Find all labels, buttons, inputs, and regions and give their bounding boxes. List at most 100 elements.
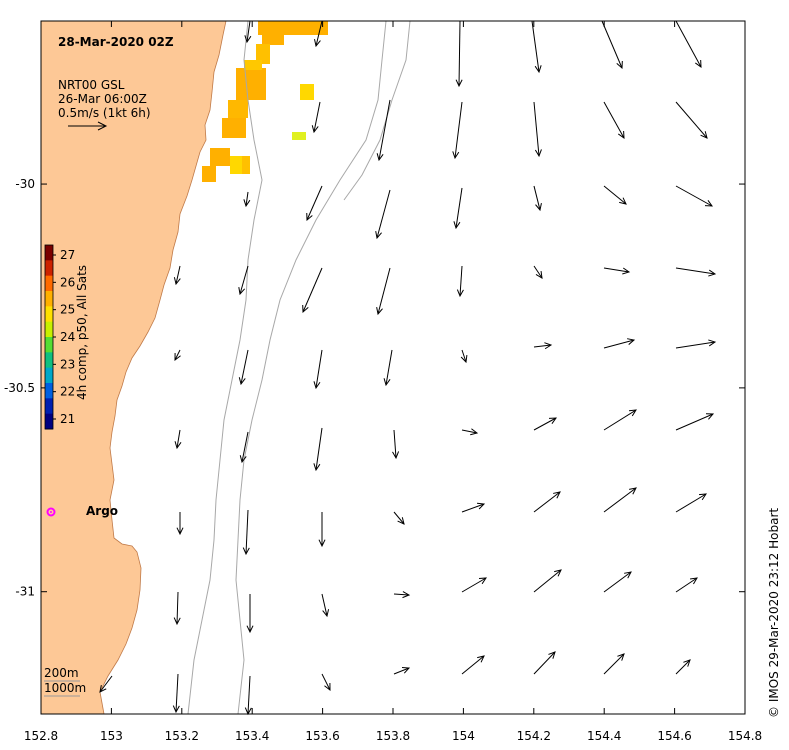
- map-title: 28-Mar-2020 02Z: [58, 35, 174, 49]
- velocity-arrow: [321, 593, 330, 618]
- velocity-arrow: [244, 20, 252, 44]
- velocity-arrow: [172, 673, 180, 714]
- argo-float-marker: [46, 507, 56, 517]
- y-axis-labels: -30 -30.5 -31: [4, 177, 35, 599]
- velocity-arrow: [246, 594, 254, 634]
- velocity-arrow: [243, 191, 251, 208]
- velocity-arrow: [244, 675, 252, 716]
- velocity-arrow: [318, 512, 326, 548]
- velocity-arrow: [174, 349, 181, 362]
- velocity-arrow: [238, 265, 249, 296]
- velocity-arrow: [603, 338, 636, 349]
- velocity-arrow: [313, 427, 323, 472]
- velocity-arrow: [533, 651, 556, 675]
- velocity-arrow: [456, 265, 464, 298]
- colorbar-tick-label: 27: [60, 248, 75, 262]
- legend-line-1: NRT00 GSL: [58, 78, 125, 92]
- colorbar-tick-label: 24: [60, 330, 75, 344]
- x-tick-label: 154.6: [657, 729, 691, 743]
- credit-text: © IMOS 29-Mar-2020 23:12 Hobart: [767, 508, 781, 718]
- x-axis-labels: 152.8 153 153.2 153.4 153.6 153.8 154 154.2 154.…: [24, 729, 762, 743]
- velocity-arrow: [601, 20, 623, 70]
- velocity-arrow: [99, 675, 113, 693]
- velocity-arrow: [321, 673, 331, 692]
- velocity-arrow: [453, 187, 463, 230]
- velocity-arrow: [376, 267, 391, 316]
- velocity-arrow: [603, 185, 627, 205]
- velocity-arrow: [302, 267, 323, 314]
- x-tick-label: 154.8: [728, 729, 762, 743]
- vector-legend: NRT00 GSL 26-Mar 06:00Z 0.5m/s (1kt 6h): [58, 78, 151, 131]
- velocity-arrow: [533, 342, 553, 350]
- velocity-arrow: [452, 101, 463, 160]
- x-tick-label: 152.8: [24, 729, 58, 743]
- velocity-arrow: [675, 20, 702, 69]
- velocity-arrow: [393, 511, 405, 525]
- x-tick-label: 154: [452, 729, 475, 743]
- contour-label-200m: 200m: [44, 666, 79, 680]
- velocity-arrow: [306, 185, 323, 222]
- x-tick-label: 153.2: [165, 729, 199, 743]
- y-tick-label: -30.5: [4, 381, 35, 395]
- velocity-arrow: [176, 512, 184, 536]
- y-tick-label: -30: [15, 177, 35, 191]
- x-tick-label: 154.2: [517, 729, 551, 743]
- velocity-arrow: [461, 502, 486, 513]
- x-tick-label: 153.6: [305, 729, 339, 743]
- bathymetry-contours: [187, 20, 411, 715]
- velocity-arrow: [675, 577, 698, 593]
- velocity-arrow: [375, 189, 391, 240]
- velocity-arrow: [603, 653, 625, 675]
- velocity-arrow: [461, 428, 479, 436]
- velocity-arrow: [531, 20, 542, 74]
- velocity-arrow: [461, 655, 485, 675]
- velocity-arrow: [314, 20, 323, 48]
- land-mass: [40, 20, 227, 715]
- velocity-arrow: [603, 267, 631, 275]
- colorbar-tick-label: 22: [60, 385, 75, 399]
- velocity-arrow: [675, 659, 691, 675]
- velocity-arrow: [239, 431, 249, 464]
- velocity-arrow: [533, 417, 558, 431]
- y-tick-label: -31: [15, 585, 35, 599]
- sst-colorbar: 27 26 25 24 23 22 21 4h comp, p50, All Sats: [44, 244, 89, 430]
- velocity-arrow: [393, 591, 411, 599]
- velocity-arrow: [603, 487, 637, 513]
- contour-label-1000m: 1000m: [44, 681, 86, 695]
- colorbar-tick-label: 21: [60, 412, 75, 426]
- velocity-arrow: [455, 20, 463, 88]
- velocity-arrow: [174, 429, 182, 450]
- colorbar-tick-label: 26: [60, 275, 75, 289]
- velocity-vectors: [99, 20, 717, 716]
- velocity-arrow: [461, 577, 487, 593]
- velocity-arrow: [383, 349, 393, 387]
- velocity-arrow: [311, 101, 321, 134]
- velocity-arrow: [313, 349, 323, 390]
- velocity-arrow: [173, 591, 181, 626]
- legend-line-3: 0.5m/s (1kt 6h): [58, 106, 151, 120]
- legend-line-2: 26-Mar 06:00Z: [58, 92, 147, 106]
- x-tick-label: 154.4: [587, 729, 621, 743]
- velocity-arrow: [675, 101, 708, 139]
- velocity-arrow: [675, 413, 715, 431]
- colorbar-label: 4h comp, p50, All Sats: [75, 265, 89, 400]
- velocity-arrow: [460, 349, 468, 364]
- x-tick-label: 153.4: [235, 729, 269, 743]
- sst-pixels: [202, 21, 328, 182]
- velocity-arrow: [392, 429, 400, 460]
- x-tick-label: 153.8: [376, 729, 410, 743]
- velocity-arrow: [533, 101, 542, 158]
- velocity-arrow: [675, 267, 717, 277]
- velocity-arrow: [242, 509, 250, 556]
- velocity-arrow: [603, 101, 625, 140]
- velocity-arrow: [393, 667, 411, 675]
- velocity-arrow: [675, 493, 707, 513]
- velocity-arrow: [603, 409, 637, 431]
- argo-label: Argo: [86, 504, 118, 518]
- velocity-arrow: [533, 569, 562, 593]
- x-tick-label: 153: [100, 729, 123, 743]
- velocity-arrow: [533, 491, 561, 513]
- velocity-arrow: [533, 265, 543, 279]
- velocity-arrow: [173, 265, 181, 286]
